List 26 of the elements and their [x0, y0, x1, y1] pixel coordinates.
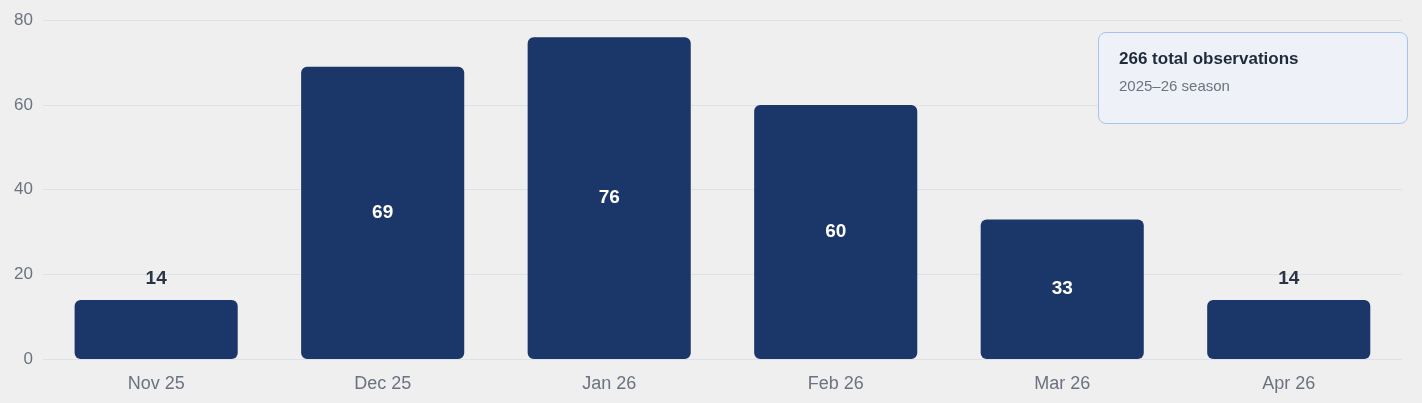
data-label: 14	[1278, 266, 1300, 288]
bar	[301, 66, 465, 359]
bar	[74, 300, 238, 359]
x-tick-label: Apr 26	[1262, 373, 1316, 394]
bar	[527, 37, 691, 359]
x-tick-label: Jan 26	[582, 373, 637, 394]
data-label: 14	[145, 266, 168, 288]
data-label: 76	[598, 186, 620, 208]
y-tick-label: 60	[13, 94, 33, 114]
bar	[1207, 300, 1371, 359]
info-card: 266 total observations 2025–26 season	[1098, 32, 1408, 124]
x-tick-label: Dec 25	[354, 373, 412, 394]
annotation: 266 total observations	[1119, 49, 1300, 69]
annotation: 2025–26 season	[1119, 77, 1231, 94]
y-tick-label: 40	[13, 179, 33, 199]
data-label: 60	[825, 220, 847, 242]
x-tick-label: Nov 25	[127, 373, 185, 394]
y-tick-label: 0	[23, 349, 33, 369]
data-label: 69	[372, 201, 394, 223]
x-tick-label: Feb 26	[807, 373, 864, 394]
bar	[980, 219, 1144, 359]
x-tick-label: Mar 26	[1034, 373, 1091, 394]
data-label: 33	[1051, 277, 1073, 299]
y-tick-label: 20	[13, 264, 33, 284]
y-tick-label: 80	[13, 9, 33, 29]
bar	[754, 105, 918, 359]
